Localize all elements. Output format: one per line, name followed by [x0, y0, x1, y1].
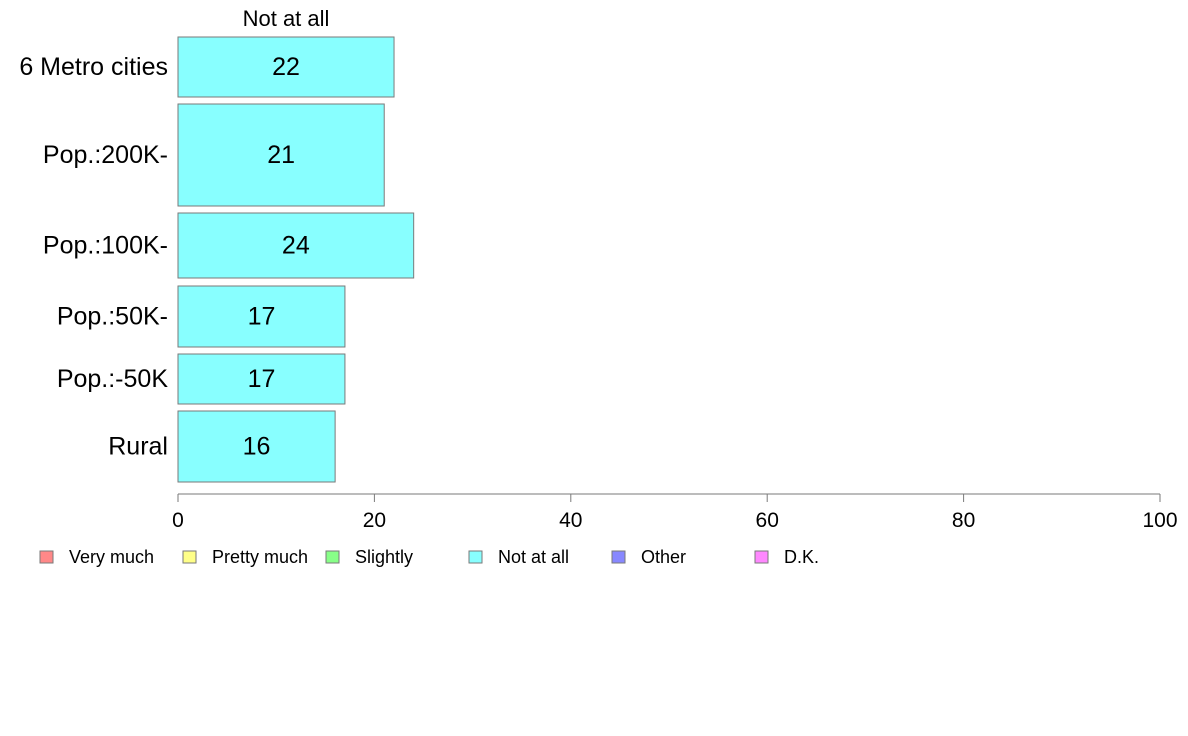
legend-swatch [611, 550, 626, 564]
legend-swatch [754, 550, 769, 564]
bar [177, 212, 415, 279]
x-tick-label: 60 [756, 509, 779, 532]
legend-swatch [325, 550, 340, 564]
legend-label: Other [641, 547, 686, 567]
bar [177, 410, 336, 483]
x-tick-label: 0 [172, 509, 184, 532]
bar-value-label: 17 [248, 365, 276, 393]
category-label: Pop.:-50K [57, 365, 169, 393]
legend-label: Very much [69, 547, 154, 567]
x-tick-label: 20 [363, 509, 386, 532]
legend-label: Not at all [498, 547, 569, 567]
legend-swatch [182, 550, 197, 564]
category-label: Pop.:50K- [57, 303, 168, 331]
x-tick-label: 100 [1142, 509, 1177, 532]
legend-label: Slightly [355, 547, 413, 567]
category-label: 6 Metro cities [19, 53, 168, 81]
legend-label: D.K. [784, 547, 819, 567]
x-tick-label: 40 [559, 509, 582, 532]
bar-value-label: 22 [272, 53, 300, 81]
bar-value-label: 17 [248, 303, 276, 331]
x-axis: 0 20 40 60 80 100 [172, 493, 1178, 532]
bar-value-label: 21 [267, 141, 295, 169]
legend: Very much Pretty much Slightly Not at all Ot… [39, 547, 819, 567]
bars-layer: Not at all 22 6 Metro cities 21 Pop.:200K- 24… [19, 6, 415, 483]
legend-swatch [39, 550, 54, 564]
bar [177, 36, 395, 98]
x-tick-label: 80 [952, 509, 975, 532]
legend-swatch [468, 550, 483, 564]
legend-label: Pretty much [212, 547, 308, 567]
series-title: Not at all [243, 6, 330, 31]
bar [177, 285, 346, 348]
category-label: Pop.:200K- [43, 141, 168, 169]
bar [177, 103, 385, 207]
category-label: Rural [108, 433, 168, 461]
bar [177, 353, 346, 405]
category-label: Pop.:100K- [43, 232, 168, 260]
bar-value-label: 16 [243, 433, 271, 461]
bar-value-label: 24 [282, 232, 310, 260]
